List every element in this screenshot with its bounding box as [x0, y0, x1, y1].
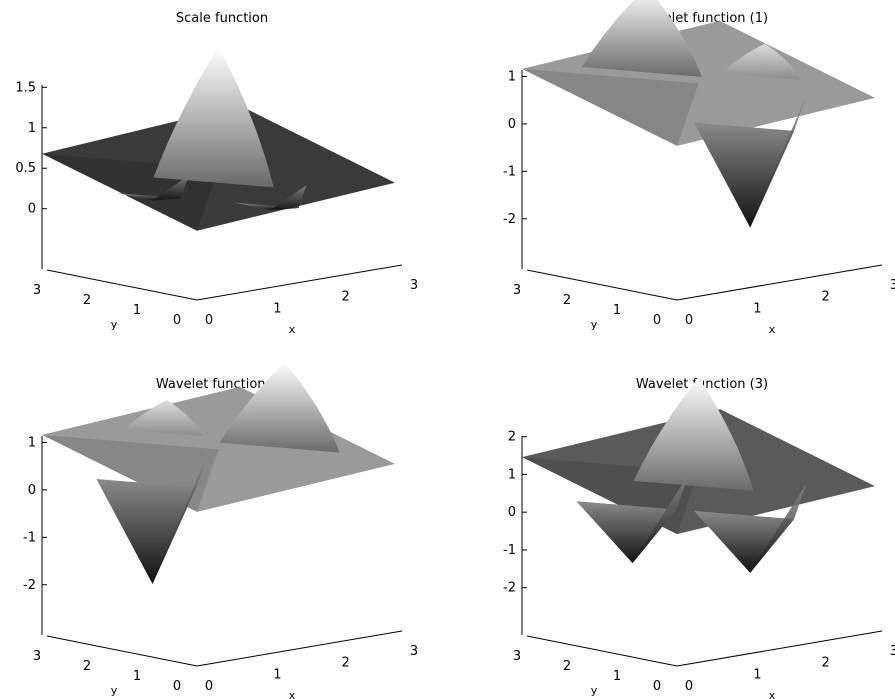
- y-axis-line: [46, 635, 198, 667]
- y-tick-label: 2: [563, 293, 571, 308]
- y-axis-line: [526, 635, 678, 667]
- z-tick-label: -1: [23, 530, 36, 545]
- y-axis-label: y: [591, 684, 598, 697]
- x-tick-label: 3: [890, 644, 895, 659]
- surface-trough: [694, 510, 795, 573]
- x-tick-label: 3: [410, 278, 418, 293]
- surface-trough: [576, 501, 677, 564]
- y-tick-label: 1: [133, 669, 141, 684]
- x-tick-label: 1: [273, 667, 281, 682]
- x-axis-label: x: [289, 689, 296, 699]
- x-tick-label: 3: [410, 644, 418, 659]
- y-tick-label: 3: [513, 649, 521, 664]
- y-tick-label: 0: [653, 679, 661, 694]
- y-tick-label: 0: [173, 679, 181, 694]
- y-axis-label: y: [111, 318, 118, 331]
- y-axis-label: y: [111, 684, 118, 697]
- y-tick-label: 0: [653, 313, 661, 328]
- surface-peak: [581, 0, 702, 77]
- z-tick-label: 1.5: [15, 80, 36, 95]
- x-tick-label: 0: [685, 679, 693, 694]
- chart-title: Scale function: [176, 11, 268, 26]
- x-axis-line: [676, 630, 883, 667]
- surface-plane: [42, 386, 395, 512]
- y-tick-label: 2: [563, 659, 571, 674]
- x-tick-label: 0: [205, 313, 213, 328]
- z-tick-label: -1: [503, 164, 516, 179]
- surface-peak: [124, 400, 203, 437]
- y-axis-line: [526, 269, 678, 301]
- y-axis-line: [46, 269, 198, 301]
- z-tick-label: -1: [503, 543, 516, 558]
- surface-trough-face: [750, 483, 807, 573]
- z-tick-label: 0.5: [15, 161, 36, 176]
- surface-trough-face: [152, 175, 189, 201]
- z-tick-label: 1: [508, 467, 516, 482]
- z-tick-label: 2: [508, 430, 516, 445]
- surface-peak: [722, 43, 801, 80]
- y-tick-label: 1: [133, 303, 141, 318]
- y-tick-label: 3: [33, 283, 41, 298]
- surface-trough: [96, 478, 197, 584]
- z-tick-label: 0: [28, 202, 36, 217]
- z-tick-label: 1: [28, 121, 36, 136]
- x-tick-label: 2: [822, 290, 830, 305]
- surface-plane-shade: [522, 68, 699, 146]
- y-tick-label: 1: [613, 303, 621, 318]
- y-tick-label: 0: [173, 313, 181, 328]
- x-tick-label: 0: [685, 313, 693, 328]
- z-tick-label: 0: [508, 505, 516, 520]
- surface-peak: [633, 377, 754, 491]
- x-axis-label: x: [769, 323, 776, 336]
- subplot-3: Wavelet function (2) -2 -1 0 1 0 1 2 3 0 1 2 3 y x: [23, 362, 418, 699]
- z-tick-label: -2: [23, 578, 36, 593]
- x-tick-label: 1: [273, 301, 281, 316]
- x-axis-line: [676, 264, 883, 301]
- z-tick-label: -2: [503, 212, 516, 227]
- x-axis-label: x: [769, 689, 776, 699]
- x-axis-line: [196, 630, 403, 667]
- x-tick-label: 1: [753, 667, 761, 682]
- chart-title: Wavelet function (2): [156, 377, 288, 392]
- y-tick-label: 1: [613, 669, 621, 684]
- x-tick-label: 2: [822, 656, 830, 671]
- surface-peak: [153, 46, 274, 188]
- subplot-1: Scale function 0 0.5 1 1.5 0 1 2 3 0 1 2 3 y x: [15, 11, 418, 336]
- z-tick-label: 0: [508, 117, 516, 132]
- z-tick-label: 1: [28, 435, 36, 450]
- surface-trough: [694, 122, 795, 228]
- y-tick-label: 3: [513, 283, 521, 298]
- z-tick-label: -2: [503, 581, 516, 596]
- y-tick-label: 2: [83, 293, 91, 308]
- x-tick-label: 3: [890, 278, 895, 293]
- y-tick-label: 2: [83, 659, 91, 674]
- x-tick-label: 0: [205, 679, 213, 694]
- x-tick-label: 2: [342, 656, 350, 671]
- surface-peak: [219, 362, 340, 453]
- y-tick-label: 3: [33, 649, 41, 664]
- x-tick-label: 2: [342, 290, 350, 305]
- x-axis-line: [196, 264, 403, 301]
- z-tick-label: 1: [508, 69, 516, 84]
- z-tick-label: 0: [28, 483, 36, 498]
- x-axis-label: x: [289, 323, 296, 336]
- y-axis-label: y: [591, 318, 598, 331]
- x-tick-label: 1: [753, 301, 761, 316]
